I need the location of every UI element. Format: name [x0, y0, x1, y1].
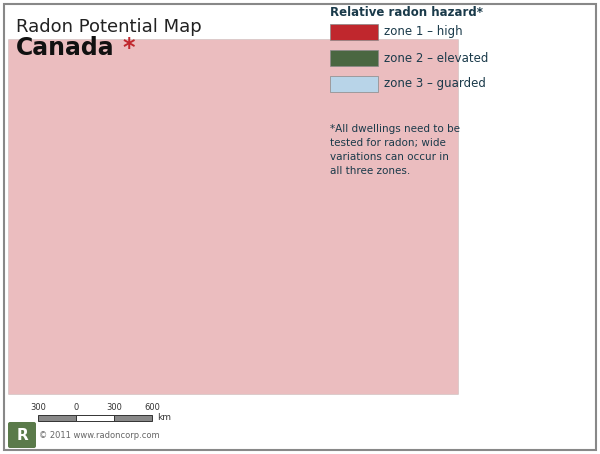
Text: 600: 600 [144, 403, 160, 412]
Bar [76, 415, 114, 421]
Text: zone 2 – elevated: zone 2 – elevated [384, 51, 488, 64]
Text: 300: 300 [106, 403, 122, 412]
Text: R: R [16, 428, 28, 443]
Bar [114, 415, 152, 421]
Text: Radon Potential Map: Radon Potential Map [16, 18, 202, 36]
Bar [38, 415, 76, 421]
FancyBboxPatch shape [8, 422, 36, 448]
Text: Relative radon hazard*: Relative radon hazard* [330, 6, 483, 19]
Text: 0: 0 [73, 403, 79, 412]
Bar [330, 76, 378, 92]
Bar [330, 24, 378, 40]
Text: *: * [122, 36, 134, 60]
Text: zone 3 – guarded: zone 3 – guarded [384, 78, 486, 90]
Text: © 2011 www.radoncorp.com: © 2011 www.radoncorp.com [39, 430, 160, 439]
Text: Canada: Canada [16, 36, 115, 60]
Bar [330, 50, 378, 66]
Text: *All dwellings need to be
tested for radon; wide
variations can occur in
all thr: *All dwellings need to be tested for rad… [330, 124, 460, 176]
Text: 300: 300 [30, 403, 46, 412]
Bar [8, 39, 458, 394]
Text: zone 1 – high: zone 1 – high [384, 25, 463, 39]
Text: km: km [157, 414, 171, 423]
